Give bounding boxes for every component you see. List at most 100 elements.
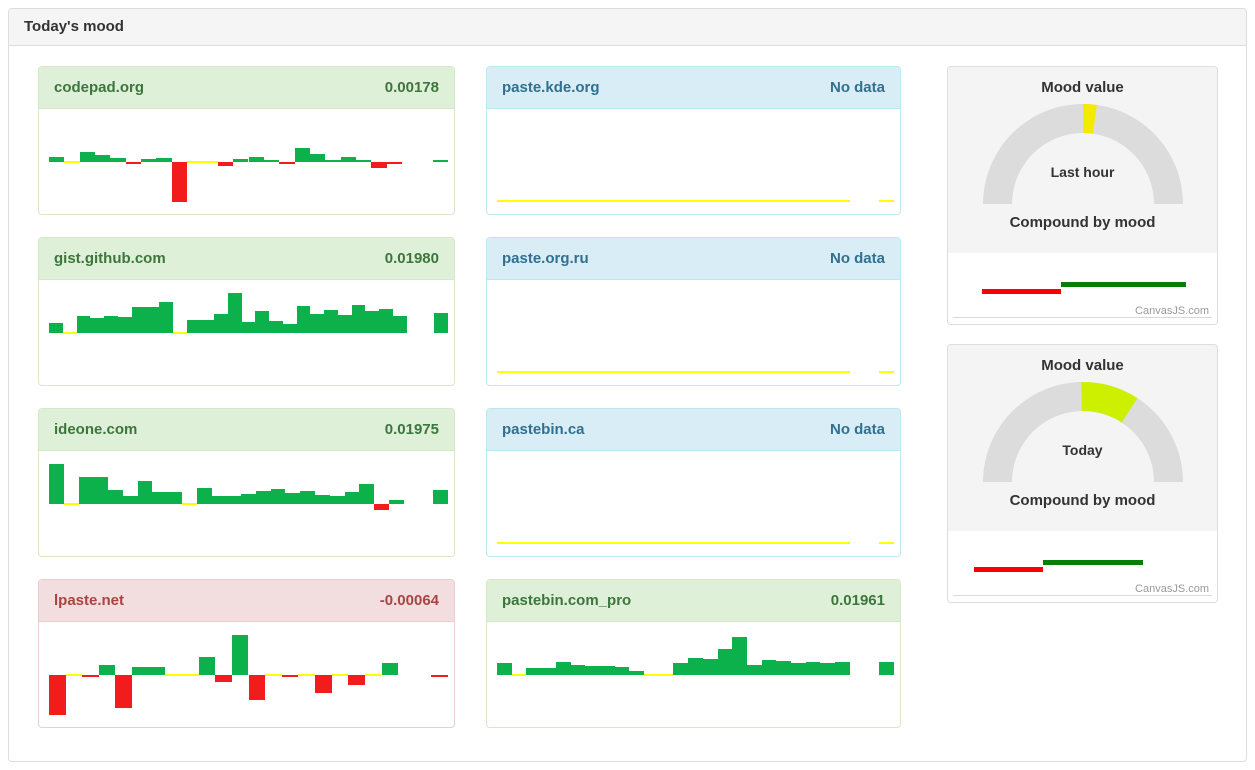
canvasjs-watermark-link[interactable]: CanvasJS.com (1135, 305, 1209, 317)
chart-bar (141, 158, 157, 162)
chart-bar (820, 200, 836, 203)
chart-bar (629, 371, 645, 374)
site-name: paste.org.ru (502, 250, 589, 267)
chart-bar (187, 160, 203, 163)
chart-bar (526, 200, 542, 203)
chart-bar (214, 313, 228, 333)
chart-bar (433, 489, 448, 504)
chart-bar (776, 371, 792, 374)
site-mood-chart[interactable] (49, 622, 448, 727)
chart-bar (761, 371, 777, 374)
chart-bar (49, 463, 64, 504)
chart-bar (152, 491, 168, 504)
chart-bar (125, 161, 142, 164)
canvasjs-watermark-link[interactable]: CanvasJS.com (1135, 583, 1209, 595)
chart-bar (570, 664, 586, 675)
chart-bar (717, 200, 733, 203)
chart-bar (673, 200, 689, 203)
site-name: lpaste.net (54, 592, 125, 609)
chart-bar (717, 371, 733, 374)
chart-bar (835, 661, 850, 675)
compound-chart-today[interactable]: CanvasJS.com (948, 531, 1217, 602)
gauge-period-label: Last hour (1050, 164, 1115, 180)
chart-bar (717, 648, 733, 675)
chart-bar (137, 480, 153, 504)
chart-bar (49, 322, 63, 333)
chart-bar (255, 490, 271, 504)
site-panel-paste.org.ru: paste.org.ru No data (486, 237, 901, 386)
chart-bar (879, 200, 894, 203)
compound-positive-bar (1060, 282, 1187, 287)
gauge-period-label: Today (1062, 442, 1103, 458)
chart-bar (310, 313, 325, 333)
gauge-panel-today: Mood value Today Compound by mood Canvas… (947, 344, 1218, 603)
chart-bar (644, 200, 659, 203)
compound-negative-bar (981, 289, 1061, 294)
chart-bar (159, 301, 173, 333)
chart-bar (388, 499, 404, 504)
chart-bar (791, 200, 806, 203)
chart-bar (227, 292, 242, 333)
compound-chart-last-hour[interactable]: CanvasJS.com (948, 253, 1217, 324)
chart-bar (555, 542, 571, 545)
page-title: Today's mood (24, 18, 124, 35)
site-panel-pastebin.com_pro: pastebin.com_pro 0.01961 (486, 579, 901, 728)
mood-gauge-last-hour[interactable]: Last hour (982, 104, 1183, 205)
site-panel-header: paste.org.ru No data (487, 238, 900, 280)
chart-bar (805, 661, 821, 675)
chart-bar (717, 542, 733, 545)
site-name: pastebin.ca (502, 421, 585, 438)
chart-bar (805, 200, 821, 203)
site-mood-chart[interactable] (497, 451, 894, 556)
gauge-ring (982, 382, 1183, 482)
chart-bar (511, 673, 527, 676)
chart-bar (171, 161, 188, 202)
chart-bar (371, 161, 387, 168)
mood-gauge-today[interactable]: Today (982, 382, 1183, 483)
chart-bar (365, 310, 380, 333)
chart-bar (761, 659, 777, 675)
chart-bar (298, 673, 315, 676)
chart-bar (233, 158, 249, 162)
chart-bar (95, 154, 111, 162)
chart-bar (434, 312, 448, 333)
chart-bar (309, 153, 326, 162)
site-mood-chart[interactable] (497, 622, 894, 727)
chart-bar (555, 661, 571, 675)
chart-bar (688, 200, 703, 203)
chart-bar (226, 495, 242, 504)
chart-bar (381, 662, 399, 675)
site-mood-value: No data (829, 79, 885, 96)
site-mood-chart[interactable] (49, 451, 448, 556)
chart-bar (585, 200, 600, 203)
chart-bar (359, 483, 375, 504)
chart-bar (879, 661, 894, 675)
chart-bar (348, 674, 365, 685)
site-mood-chart[interactable] (49, 280, 448, 385)
chart-bar (200, 319, 215, 333)
site-mood-chart[interactable] (49, 109, 448, 214)
chart-bar (497, 200, 512, 203)
chart-bar (835, 200, 850, 203)
chart-bar (148, 666, 166, 675)
site-mood-chart[interactable] (497, 109, 894, 214)
chart-bar (98, 664, 116, 675)
chart-bar (294, 147, 310, 162)
chart-bar (585, 665, 600, 675)
chart-bar (49, 156, 65, 162)
chart-bar (325, 159, 341, 162)
chart-bar (167, 491, 182, 504)
chart-bar (263, 159, 280, 162)
chart-bar (145, 306, 160, 333)
site-mood-chart[interactable] (497, 280, 894, 385)
compound-axis-line (953, 595, 1212, 596)
chart-bar (599, 200, 615, 203)
gauge-panel-last-hour: Mood value Last hour Compound by mood Ca… (947, 66, 1218, 325)
chart-bar (614, 200, 630, 203)
chart-bar (196, 487, 212, 504)
compound-positive-bar (1043, 560, 1143, 565)
site-column-middle: paste.kde.org No data paste.org.ru No data p… (486, 66, 901, 750)
chart-bar (541, 200, 556, 203)
chart-bar (231, 634, 249, 675)
chart-bar (791, 371, 806, 374)
